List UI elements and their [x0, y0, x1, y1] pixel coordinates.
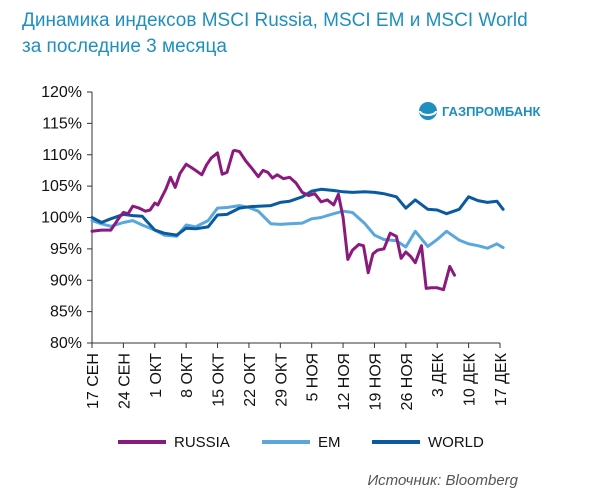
logo-wave-mark — [419, 110, 437, 116]
y-tick-label: 80% — [50, 335, 82, 352]
legend-item-russia: RUSSIA — [118, 434, 230, 451]
x-tick-label: 26 НОЯ — [399, 353, 416, 410]
chart-title-line-2: за последние 3 месяца — [22, 36, 227, 57]
logo-text: ГАЗПРОМБАНК — [442, 104, 540, 119]
x-tick-label: 3 ДЕК — [430, 352, 447, 397]
legend-label: WORLD — [428, 434, 484, 451]
x-tick-label: 17 ДЕК — [493, 352, 510, 406]
x-tick-label: 22 ОКТ — [242, 353, 259, 407]
y-tick-label: 100% — [41, 210, 82, 227]
series-line-world — [90, 187, 505, 237]
legend: RUSSIA EM WORLD — [118, 434, 484, 451]
y-tick-label: 115% — [42, 115, 82, 132]
gazprombank-logo-icon — [419, 102, 437, 120]
x-tick-label: 29 ОКТ — [273, 353, 290, 407]
y-tick-label: 120% — [41, 84, 82, 101]
x-tick-label: 8 ОКТ — [179, 353, 196, 398]
gazprombank-logo: ГАЗПРОМБАНК — [419, 102, 540, 120]
y-tick-label: 105% — [41, 178, 82, 195]
x-tick-label: 19 НОЯ — [367, 353, 384, 410]
y-tick-label: 85% — [50, 304, 82, 321]
series-layer — [90, 148, 505, 292]
x-tick-label: 5 НОЯ — [305, 353, 322, 402]
x-tick-label: 17 СЕН — [85, 353, 102, 409]
x-tick-label: 15 ОКТ — [211, 353, 228, 407]
y-tick-label: 110% — [42, 147, 82, 164]
x-tick-label: 1 ОКТ — [148, 353, 165, 398]
x-tick-label: 24 СЕН — [116, 353, 133, 409]
y-tick-label: 95% — [50, 241, 82, 258]
y-tick-label: 90% — [50, 272, 82, 289]
legend-item-world: WORLD — [372, 434, 484, 451]
legend-label: RUSSIA — [174, 434, 230, 451]
source-note: Источник: Bloomberg — [367, 472, 518, 489]
x-tick-label: 10 ДЕК — [462, 352, 479, 406]
x-axis: 17 СЕН 24 СЕН 1 ОКТ 8 ОКТ 15 ОКТ 22 ОКТ 29 ОКТ… — [85, 342, 510, 410]
chart-title: Динамика индексов MSCI Russia, MSCI EM и… — [22, 8, 582, 60]
chart-title-line-1: Динамика индексов MSCI Russia, MSCI EM и… — [22, 10, 528, 31]
legend-item-em: EM — [262, 434, 341, 451]
legend-label: EM — [318, 434, 341, 451]
x-tick-label: 12 НОЯ — [336, 353, 353, 410]
y-axis: 80% 85% 90% 95% 100% 105% 110% 115% 120% — [41, 84, 93, 352]
series-line-russia — [90, 148, 456, 292]
